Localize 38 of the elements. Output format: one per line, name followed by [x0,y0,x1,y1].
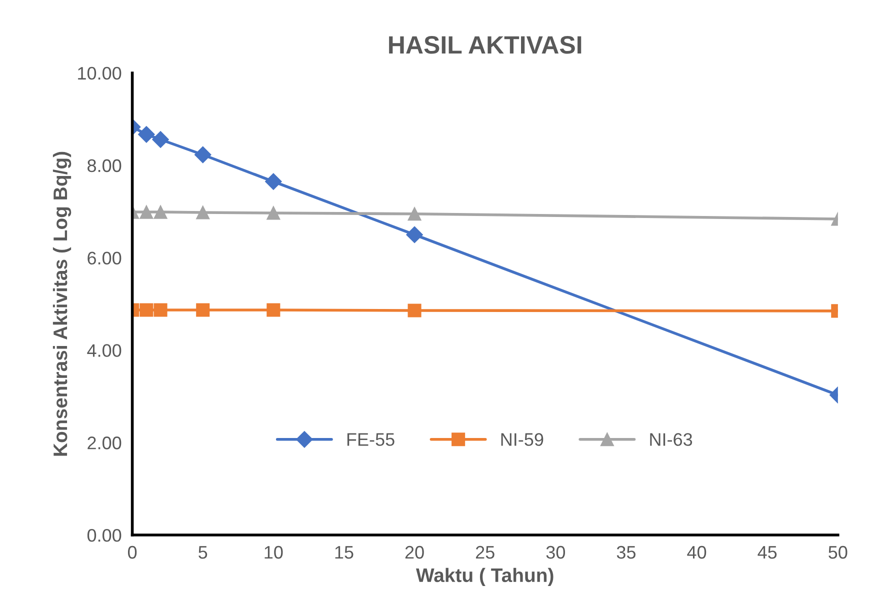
point [194,146,212,164]
point [152,131,169,148]
point [266,303,280,317]
legend-label: NI-59 [501,433,544,446]
point [154,303,168,317]
x-tick-label: 50 [828,546,848,559]
x-tick-label: 25 [476,546,494,559]
x-tick-label: 35 [616,546,636,559]
x-tick-label: 10 [264,546,283,559]
x-tick-label: 0 [128,546,137,559]
chart-title: HASIL AKTIVASI [389,36,582,54]
point [196,206,210,220]
y-tick-label: 4.00 [87,344,122,357]
x-tick-label: 20 [405,546,424,559]
point [140,205,154,219]
y-tick-label: 6.00 [88,252,122,265]
point [196,303,210,317]
point [138,126,155,143]
point [408,207,422,221]
point [140,303,154,317]
point [266,206,280,220]
y-tick-label: 10.00 [78,66,122,80]
legend-label: FE-55 [347,433,394,446]
point [406,226,423,244]
point [154,205,168,219]
x-axis-title: Waktu ( Tahun) [416,568,554,586]
point [265,173,282,190]
x-tick-label: 5 [198,546,208,559]
legend-label: NI-63 [650,433,692,446]
y-tick-label: 8.00 [88,159,122,172]
x-tick-label: 45 [758,546,777,559]
x-tick-label: 40 [687,546,706,559]
point [408,304,422,318]
y-axis-title: Konsentrasi Aktivitas ( Log Bq/g) [52,152,72,456]
x-tick-label: 30 [546,546,565,559]
y-tick-label: 2.00 [88,436,122,450]
x-tick-label: 15 [335,546,354,559]
y-tick-label: 0.00 [87,528,122,542]
